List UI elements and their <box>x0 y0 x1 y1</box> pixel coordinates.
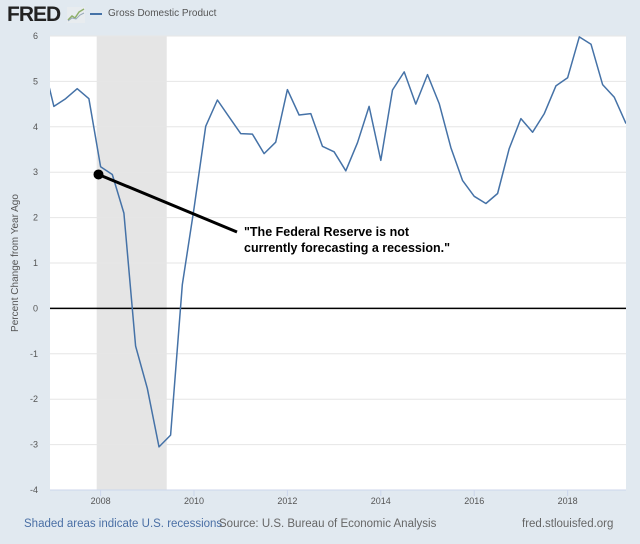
line-chart-icon <box>67 7 85 23</box>
y-tick-label: 1 <box>33 258 38 268</box>
x-tick-label: 2010 <box>184 496 204 506</box>
y-tick-label: 2 <box>33 213 38 223</box>
y-tick-label: -3 <box>30 440 38 450</box>
annotation-dot <box>93 169 104 180</box>
recession-note-link[interactable]: Shaded areas indicate U.S. recessions <box>24 518 223 530</box>
x-tick-label: 2008 <box>91 496 111 506</box>
source-text: Source: U.S. Bureau of Economic Analysis <box>219 518 437 530</box>
legend-label: Gross Domestic Product <box>108 8 217 19</box>
legend-swatch <box>90 12 102 15</box>
site-link[interactable]: fred.stlouisfed.org <box>522 518 614 530</box>
y-axis-label: Percent Change from Year Ago <box>10 194 21 332</box>
fred-logo[interactable]: FRED <box>7 3 61 26</box>
annotation-line-2: currently forecasting a recession." <box>244 241 450 255</box>
series-line-gdp[interactable] <box>42 36 626 448</box>
x-tick-label: 2018 <box>558 496 578 506</box>
legend[interactable]: Gross Domestic Product <box>90 8 216 19</box>
annotation-arrow <box>97 173 238 234</box>
y-tick-label: 5 <box>33 76 38 86</box>
y-tick-label: 4 <box>33 122 38 132</box>
x-tick-label: 2014 <box>371 496 391 506</box>
y-tick-label: 6 <box>33 31 38 41</box>
y-tick-label: -1 <box>30 349 38 359</box>
y-tick-label: 3 <box>33 167 38 177</box>
annotation-line-1: "The Federal Reserve is not <box>244 225 410 239</box>
x-tick-label: 2012 <box>277 496 297 506</box>
y-tick-label: 0 <box>33 303 38 313</box>
x-tick-label: 2016 <box>464 496 484 506</box>
y-tick-label: -2 <box>30 394 38 404</box>
y-tick-label: -4 <box>30 485 38 495</box>
